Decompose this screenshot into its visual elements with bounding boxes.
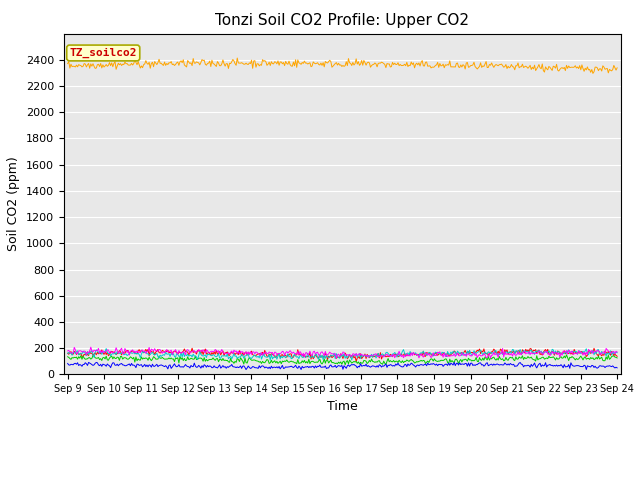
Open -2cm <box>364 351 371 357</box>
Open -2cm <box>326 355 333 360</box>
Tree2 -2cm <box>364 354 371 360</box>
Tree -4cm <box>613 365 621 371</box>
Tree2 -2cm <box>330 350 338 356</box>
Open -2cm <box>329 354 337 360</box>
Tree -2cm <box>362 62 370 68</box>
Open -4cm <box>324 360 332 366</box>
Tree2 - 4cm <box>326 349 333 355</box>
Tree2 - 4cm <box>486 355 494 361</box>
Tree2 - 4cm <box>602 346 610 351</box>
Tree2 -2cm <box>266 357 274 363</box>
Tree -4cm <box>64 360 72 366</box>
Tree2 -2cm <box>613 350 621 356</box>
Tree -4cm <box>516 360 524 365</box>
Tree2 -2cm <box>602 353 610 359</box>
Tree -4cm <box>602 363 610 369</box>
Tree -2cm <box>613 65 621 71</box>
Tree -4cm <box>330 364 338 370</box>
Open -4cm <box>602 354 610 360</box>
Title: Tonzi Soil CO2 Profile: Upper CO2: Tonzi Soil CO2 Profile: Upper CO2 <box>216 13 469 28</box>
Tree2 -2cm <box>393 354 401 360</box>
Tree2 - 4cm <box>87 344 95 350</box>
Open -4cm <box>392 359 399 364</box>
Tree -4cm <box>393 362 401 368</box>
X-axis label: Time: Time <box>327 400 358 413</box>
Line: Tree -2cm: Tree -2cm <box>68 58 617 73</box>
Tree -4cm <box>242 367 250 372</box>
Open -4cm <box>341 362 349 368</box>
Open -2cm <box>353 359 360 364</box>
Tree2 -2cm <box>327 352 335 358</box>
Tree -2cm <box>326 58 333 63</box>
Tree2 - 4cm <box>613 349 621 355</box>
Open -2cm <box>602 349 610 355</box>
Open -4cm <box>563 352 570 358</box>
Y-axis label: Soil CO2 (ppm): Soil CO2 (ppm) <box>8 156 20 252</box>
Line: Open -4cm: Open -4cm <box>68 355 617 365</box>
Line: Tree2 -2cm: Tree2 -2cm <box>68 348 617 360</box>
Tree -2cm <box>329 63 337 69</box>
Line: Open -2cm: Open -2cm <box>68 348 617 361</box>
Open -2cm <box>64 350 72 356</box>
Tree -4cm <box>364 364 371 370</box>
Tree -2cm <box>602 66 610 72</box>
Tree2 - 4cm <box>64 348 72 354</box>
Tree -4cm <box>327 362 335 368</box>
Tree -2cm <box>515 65 523 71</box>
Tree -2cm <box>392 61 399 67</box>
Tree2 -2cm <box>516 347 524 352</box>
Open -4cm <box>515 354 523 360</box>
Tree -4cm <box>84 360 92 365</box>
Tree -2cm <box>234 55 241 61</box>
Line: Tree2 - 4cm: Tree2 - 4cm <box>68 347 617 358</box>
Open -2cm <box>393 352 401 358</box>
Open -2cm <box>188 345 196 351</box>
Tree2 -2cm <box>64 350 72 356</box>
Tree -2cm <box>64 60 72 66</box>
Line: Tree -4cm: Tree -4cm <box>68 362 617 370</box>
Tree -2cm <box>589 71 596 76</box>
Open -4cm <box>613 355 621 361</box>
Tree2 - 4cm <box>392 353 399 359</box>
Tree2 -2cm <box>102 346 110 351</box>
Open -4cm <box>64 354 72 360</box>
Open -4cm <box>328 360 336 366</box>
Text: TZ_soilco2: TZ_soilco2 <box>70 48 137 58</box>
Open -2cm <box>516 350 524 356</box>
Tree2 - 4cm <box>516 350 524 356</box>
Open -2cm <box>613 353 621 359</box>
Tree2 - 4cm <box>329 351 337 357</box>
Open -4cm <box>362 359 370 364</box>
Tree2 - 4cm <box>362 353 370 359</box>
